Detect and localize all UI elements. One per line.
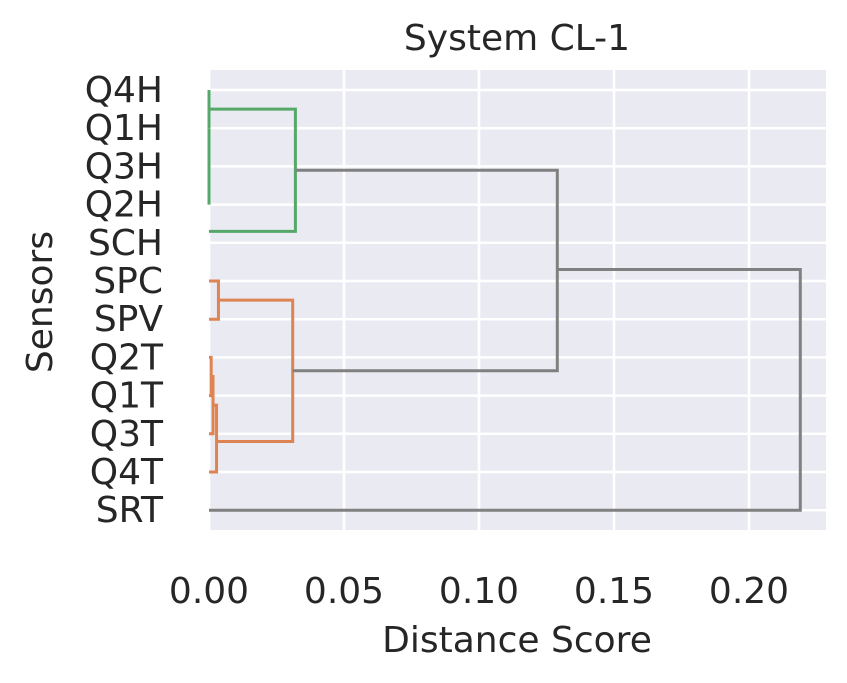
x-tick-label-2: 0.10 — [439, 571, 519, 612]
leaf-label-q4h: Q4H — [85, 70, 163, 111]
chart-title: System CL-1 — [404, 18, 630, 59]
leaf-label-q4t: Q4T — [90, 452, 164, 493]
leaf-label-q1t: Q1T — [90, 376, 164, 417]
leaf-label-spv: SPV — [94, 299, 164, 340]
leaf-label-q2t: Q2T — [90, 337, 164, 378]
x-tick-label-4: 0.20 — [709, 571, 789, 612]
plot-area — [209, 70, 826, 530]
leaf-label-spc: SPC — [93, 261, 163, 302]
leaf-label-q2h: Q2H — [85, 185, 163, 226]
leaf-label-q3t: Q3T — [90, 414, 164, 455]
x-tick-label-3: 0.15 — [574, 571, 654, 612]
x-tick-label-0: 0.00 — [169, 571, 249, 612]
leaf-label-srt: SRT — [96, 490, 164, 531]
leaf-label-sch: SCH — [88, 223, 163, 264]
leaf-label-q3h: Q3H — [85, 146, 163, 187]
x-tick-label-1: 0.05 — [304, 571, 384, 612]
leaf-label-q1h: Q1H — [85, 108, 163, 149]
x-axis-label: Distance Score — [382, 620, 652, 661]
y-axis-label: Sensors — [20, 231, 61, 373]
